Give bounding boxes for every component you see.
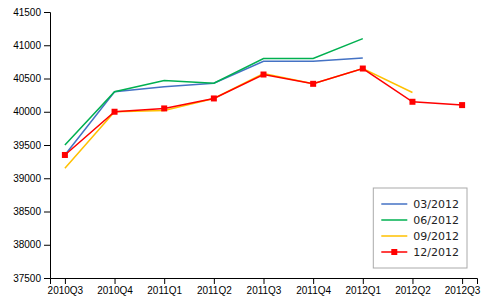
legend-label: 12/2012 — [413, 246, 459, 259]
marker — [310, 81, 316, 87]
marker — [459, 102, 465, 108]
y-tick-mark — [44, 245, 50, 246]
series-line — [65, 69, 462, 155]
legend-label: 03/2012 — [413, 198, 459, 211]
x-tick-label: 2011Q1 — [147, 285, 182, 296]
series — [65, 39, 363, 145]
x-tick: 2011Q4 — [296, 278, 331, 296]
plot: 37500 38000 38500 39000 39500 40000 40500 41000… — [13, 7, 481, 296]
x-tick-mark — [214, 278, 215, 284]
series-line — [65, 39, 363, 145]
y-tick: 40000 — [13, 106, 50, 117]
x-tick-label: 2011Q3 — [247, 285, 282, 296]
marker — [62, 152, 68, 158]
y-tick-mark — [44, 12, 50, 13]
legend-item: 12/2012 — [381, 246, 459, 259]
y-tick: 38500 — [13, 206, 50, 217]
x-tick: 2011Q3 — [247, 278, 282, 296]
marker — [211, 95, 217, 101]
x-tick: 2011Q2 — [197, 278, 232, 296]
y-axis: 37500 38000 38500 39000 39500 40000 40500 41000… — [13, 7, 50, 284]
legend-item: 03/2012 — [381, 198, 459, 211]
x-tick-label: 2010Q3 — [48, 285, 84, 296]
legend-label: 09/2012 — [413, 230, 459, 243]
marker — [112, 109, 118, 115]
marker — [409, 99, 415, 105]
x-tick-mark — [313, 278, 314, 284]
y-tick: 41500 — [13, 7, 50, 18]
x-tick-label: 2012Q3 — [445, 285, 481, 296]
legend-item: 09/2012 — [381, 230, 459, 243]
x-tick-mark — [164, 278, 165, 284]
series-line — [65, 58, 363, 155]
x-tick-label: 2010Q4 — [97, 285, 133, 296]
y-tick-mark — [44, 112, 50, 113]
y-tick-label: 41000 — [13, 40, 41, 51]
marker — [360, 66, 366, 72]
x-axis-line — [51, 279, 478, 285]
x-tick-mark — [412, 278, 413, 284]
x-tick-label: 2011Q4 — [296, 285, 331, 296]
y-tick-label: 41500 — [13, 7, 41, 18]
y-tick-mark — [44, 278, 50, 279]
y-tick-mark — [44, 45, 50, 46]
x-tick-label: 2012Q2 — [395, 285, 431, 296]
y-tick-mark — [44, 145, 50, 146]
legend: 03/2012 06/2012 09/2012 12/2012 — [373, 188, 467, 268]
x-tick-mark — [462, 278, 463, 284]
y-tick-label: 38000 — [13, 239, 41, 250]
y-tick: 37500 — [13, 273, 50, 284]
legend-swatch — [381, 203, 407, 205]
y-tick-label: 40500 — [13, 73, 41, 84]
x-tick: 2011Q1 — [147, 278, 182, 296]
x-tick: 2010Q4 — [97, 278, 133, 296]
y-tick-mark — [44, 212, 50, 213]
series-group — [62, 39, 465, 169]
x-tick-label: 2012Q1 — [346, 285, 382, 296]
y-tick-label: 40000 — [13, 106, 41, 117]
y-tick-label: 37500 — [13, 273, 41, 284]
series — [65, 69, 413, 169]
x-tick: 2012Q2 — [395, 278, 431, 296]
x-tick-mark — [264, 278, 265, 284]
legend-marker — [391, 249, 397, 255]
y-tick: 41000 — [13, 40, 50, 51]
y-tick-label: 39000 — [13, 173, 41, 184]
series — [65, 58, 363, 155]
marker — [261, 72, 267, 78]
legend-swatch — [381, 219, 407, 221]
x-axis: 2010Q3 2010Q4 2011Q1 2011Q2 2011Q3 2011Q4 2012… — [48, 278, 481, 296]
legend-item: 06/2012 — [381, 214, 459, 227]
y-tick-mark — [44, 79, 50, 80]
x-tick: 2012Q3 — [445, 278, 481, 296]
legend-label: 06/2012 — [413, 214, 459, 227]
y-tick-mark — [44, 178, 50, 179]
x-tick-mark — [363, 278, 364, 284]
series-line — [65, 69, 413, 169]
marker — [161, 105, 167, 111]
x-tick: 2012Q1 — [346, 278, 382, 296]
y-tick: 39000 — [13, 173, 50, 184]
x-tick-label: 2011Q2 — [197, 285, 232, 296]
y-tick: 38000 — [13, 239, 50, 250]
x-tick: 2010Q3 — [48, 278, 84, 296]
y-tick-label: 39500 — [13, 140, 41, 151]
series — [62, 66, 465, 158]
y-tick-label: 38500 — [13, 206, 41, 217]
legend-frame — [373, 188, 467, 268]
x-tick-mark — [65, 278, 66, 284]
legend-swatch — [381, 235, 407, 237]
y-tick: 40500 — [13, 73, 50, 84]
y-axis-line — [44, 13, 51, 279]
chart: 37500 38000 38500 39000 39500 40000 40500 41000… — [0, 0, 493, 304]
x-tick-mark — [115, 278, 116, 284]
y-tick: 39500 — [13, 140, 50, 151]
